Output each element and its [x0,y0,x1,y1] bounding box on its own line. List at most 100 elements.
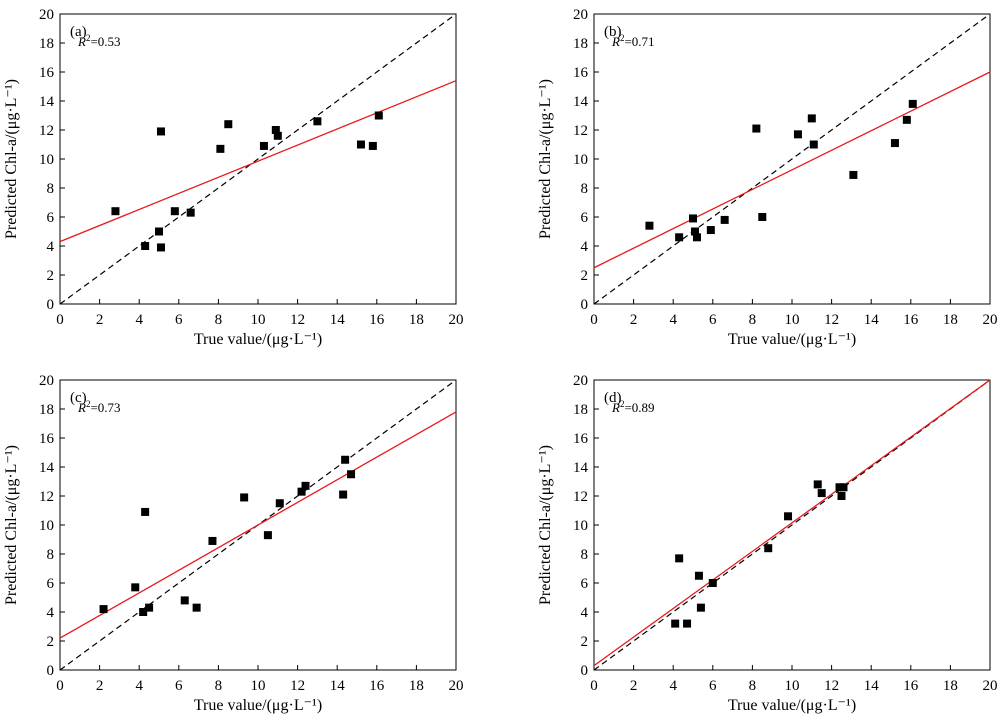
chart-2-point [690,227,699,236]
chart-4-y-axis-label: Predicted Chl-a/(μg·L⁻¹) [537,445,554,605]
chart-1-point [273,131,282,140]
chart-2-x-axis-label: True value/(μg·L⁻¹) [728,331,856,348]
chart-2-x-tick-label: 0 [590,312,598,328]
chart-4-point [675,554,684,563]
chart-2-point [890,139,899,148]
chart-1-panel: 0 2 4 6 8 10 12 14 16 18 2002468101214161820(a)R2=… [3,7,464,348]
chart-4-y-tick-label: 10 [573,518,588,534]
chart-3-y-tick-label: 2 [47,634,55,650]
chart-2-point [807,114,816,123]
chart-4-point [694,571,703,580]
chart-3-point [192,603,201,612]
chart-1-point [368,141,377,150]
chart-1-y-tick-label: 20 [39,7,54,23]
chart-4-point [671,619,680,628]
chart-2-x-tick-label: 14 [864,312,880,328]
chart-4-point [784,512,793,521]
chart-1-y-tick-label: 18 [39,36,54,52]
chart-4-x-tick-label: 16 [903,678,919,694]
chart-1-x-tick-label: 8 [215,312,223,328]
chart-2-y-tick-label: 14 [573,94,589,110]
chart-2-y-tick-label: 12 [573,123,588,139]
chart-2-y-tick-label: 10 [573,152,588,168]
chart-1-y-tick-label: 8 [47,181,55,197]
chart-4-panel-label: (d) [604,390,622,406]
chart-3-point [275,499,284,508]
chart-1-r2-annotation: R2=0.53 [77,33,121,49]
chart-1-y-tick-label: 6 [47,210,55,226]
chart-1-x-tick-label: 12 [290,312,305,328]
chart-1-y-tick-label: 4 [47,239,55,255]
chart-1-point [156,243,165,252]
chart-4-x-tick-label: 6 [709,678,717,694]
chart-1-point [216,144,225,153]
chart-3-x-tick-label: 10 [251,678,266,694]
chart-3-y-tick-label: 18 [39,402,54,418]
chart-1-identity-line [59,13,457,305]
chart-1-x-tick-label: 14 [330,312,346,328]
chart-2-point [902,115,911,124]
chart-1-x-axis-label: True value/(μg·L⁻¹) [194,331,322,348]
chart-3-y-tick-label: 16 [39,431,55,447]
chart-1-r2-superscript: 2 [86,33,91,43]
chart-4-x-tick-label: 8 [749,678,757,694]
chart-3-r2-symbol: R [77,400,86,415]
chart-1-y-tick-label: 0 [47,297,55,313]
chart-2-y-tick-label: 18 [573,36,588,52]
chart-2-point [849,170,858,179]
chart-3-x-tick-label: 14 [330,678,346,694]
chart-2-x-tick-label: 6 [709,312,717,328]
chart-1-point [186,208,195,217]
chart-1-fit-line [59,80,457,243]
chart-2-y-tick-label: 20 [573,7,588,23]
chart-3-point [131,583,140,592]
chart-2-point [752,124,761,133]
chart-4-point [837,492,846,500]
chart-2-fit-line [593,71,991,269]
chart-3-point [263,531,272,540]
chart-2-r2-superscript: 2 [620,33,625,43]
chart-3-point [145,603,154,612]
chart-2-x-tick-label: 20 [983,312,998,328]
chart-4-fit-line [593,379,991,667]
chart-4-y-tick-label: 14 [573,460,589,476]
chart-3-y-tick-label: 0 [47,663,55,679]
chart-2-point [692,233,701,242]
chart-3-x-tick-label: 8 [215,678,223,694]
chart-3-point [240,493,249,502]
chart-4-r2-annotation: R2=0.89 [611,399,655,415]
chart-4-point [839,483,848,492]
chart-1-point [155,227,163,236]
chart-4-x-tick-label: 2 [630,678,638,694]
chart-1-x-tick-label: 2 [96,312,104,328]
chart-2-point [689,214,697,223]
chart-2-point [675,233,684,242]
chart-1-x-tick-label: 20 [449,312,464,328]
chart-4-y-tick-label: 12 [573,489,588,505]
chart-2-r2-symbol: R [611,34,620,49]
chart-1-point [313,117,322,126]
chart-4-y-tick-label: 18 [573,402,588,418]
chart-3-x-tick-label: 16 [369,678,385,694]
chart-3-y-tick-label: 4 [47,605,55,621]
chart-4-identity-line [593,379,991,671]
chart-2-x-tick-label: 12 [824,312,839,328]
chart-4-point [683,619,692,628]
chart-1-point [111,207,120,216]
chart-2-y-tick-label: 0 [581,297,589,313]
chart-2-point [720,215,729,224]
chart-2-y-tick-label: 4 [581,239,589,255]
chart-1-x-tick-label: 10 [251,312,266,328]
chart-1-x-tick-label: 18 [409,312,424,328]
chart-1-x-tick-label: 16 [369,312,385,328]
chart-3-x-tick-label: 6 [175,678,183,694]
chart-4-x-axis-label: True value/(μg·L⁻¹) [728,697,856,714]
chart-4-point [708,579,717,587]
chart-3-point [301,481,310,490]
chart-3-x-tick-label: 4 [135,678,143,694]
chart-2-x-tick-label: 16 [903,312,919,328]
chart-1-y-tick-label: 10 [39,152,54,168]
chart-1-y-axis-label: Predicted Chl-a/(μg·L⁻¹) [3,79,20,239]
chart-1-point [374,111,383,120]
